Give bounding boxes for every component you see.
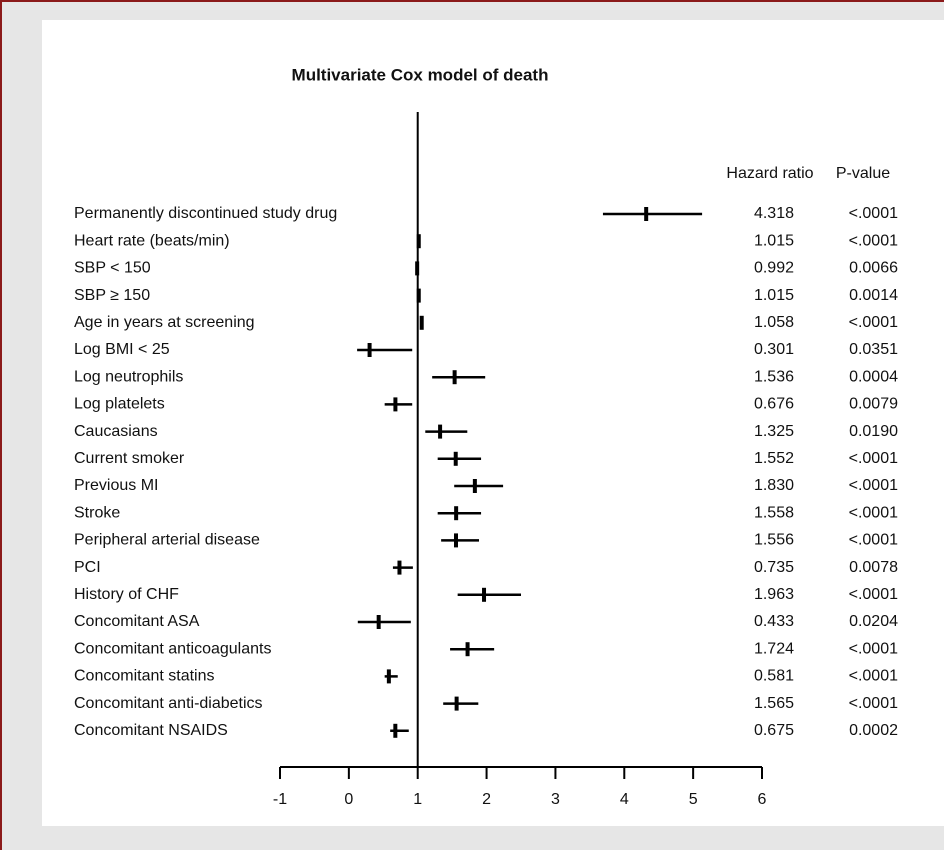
x-tick-label: 3 bbox=[551, 791, 560, 808]
row-label: SBP ≥ 150 bbox=[74, 287, 150, 304]
row-label: Concomitant anti-diabetics bbox=[74, 695, 263, 712]
row-label: Concomitant ASA bbox=[74, 613, 200, 630]
hazard-ratio: 1.556 bbox=[754, 532, 794, 549]
p-value: 0.0004 bbox=[849, 368, 898, 385]
row-label: Permanently discontinued study drug bbox=[74, 205, 337, 222]
p-value: 0.0066 bbox=[849, 260, 898, 277]
chart-title: Multivariate Cox model of death bbox=[292, 65, 549, 84]
hazard-ratio: 0.675 bbox=[754, 722, 794, 739]
hazard-ratio: 1.830 bbox=[754, 477, 794, 494]
hazard-ratio: 1.325 bbox=[754, 423, 794, 440]
p-value: 0.0014 bbox=[849, 287, 898, 304]
row-label: Peripheral arterial disease bbox=[74, 532, 260, 549]
p-value: <.0001 bbox=[849, 450, 898, 467]
p-value: 0.0079 bbox=[849, 396, 898, 413]
p-value: 0.0204 bbox=[849, 613, 898, 630]
hazard-ratio: 1.536 bbox=[754, 368, 794, 385]
hazard-ratio: 1.552 bbox=[754, 450, 794, 467]
hazard-ratio: 0.301 bbox=[754, 341, 794, 358]
row-label: Age in years at screening bbox=[74, 314, 255, 331]
panel bbox=[42, 20, 944, 826]
p-value: 0.0002 bbox=[849, 722, 898, 739]
p-value: 0.0078 bbox=[849, 559, 898, 576]
p-value: <.0001 bbox=[849, 532, 898, 549]
row-label: Heart rate (beats/min) bbox=[74, 232, 230, 249]
p-value: 0.0351 bbox=[849, 341, 898, 358]
p-value: <.0001 bbox=[849, 668, 898, 685]
hazard-ratio: 1.015 bbox=[754, 287, 794, 304]
p-value: <.0001 bbox=[849, 232, 898, 249]
x-tick-label: 2 bbox=[482, 791, 491, 808]
x-tick-label: 6 bbox=[758, 791, 767, 808]
hazard-ratio: 0.433 bbox=[754, 613, 794, 630]
row-label: Previous MI bbox=[74, 477, 158, 494]
x-tick-label: -1 bbox=[273, 791, 287, 808]
column-header: Hazard ratio bbox=[726, 165, 813, 182]
row-label: Concomitant NSAIDS bbox=[74, 722, 228, 739]
row-label: Log neutrophils bbox=[74, 368, 183, 385]
row-label: Stroke bbox=[74, 504, 120, 521]
x-tick-label: 0 bbox=[344, 791, 353, 808]
p-value: 0.0190 bbox=[849, 423, 898, 440]
hazard-ratio: 1.015 bbox=[754, 232, 794, 249]
row-label: Log BMI < 25 bbox=[74, 341, 170, 358]
x-tick-label: 5 bbox=[689, 791, 698, 808]
hazard-ratio: 1.724 bbox=[754, 640, 794, 657]
hazard-ratio: 0.735 bbox=[754, 559, 794, 576]
p-value: <.0001 bbox=[849, 477, 898, 494]
p-value: <.0001 bbox=[849, 504, 898, 521]
row-label: Concomitant statins bbox=[74, 668, 215, 685]
hazard-ratio: 1.558 bbox=[754, 504, 794, 521]
p-value: <.0001 bbox=[849, 586, 898, 603]
hazard-ratio: 1.565 bbox=[754, 695, 794, 712]
p-value: <.0001 bbox=[849, 205, 898, 222]
row-label: Current smoker bbox=[74, 450, 185, 467]
p-value: <.0001 bbox=[849, 640, 898, 657]
x-tick-label: 4 bbox=[620, 791, 629, 808]
hazard-ratio: 0.676 bbox=[754, 396, 794, 413]
row-label: Concomitant anticoagulants bbox=[74, 640, 271, 657]
row-label: History of CHF bbox=[74, 586, 179, 603]
hazard-ratio: 1.963 bbox=[754, 586, 794, 603]
hazard-ratio: 0.581 bbox=[754, 668, 794, 685]
hazard-ratio: 1.058 bbox=[754, 314, 794, 331]
hazard-ratio: 4.318 bbox=[754, 205, 794, 222]
row-label: PCI bbox=[74, 559, 101, 576]
row-label: Caucasians bbox=[74, 423, 158, 440]
p-value: <.0001 bbox=[849, 314, 898, 331]
x-tick-label: 1 bbox=[413, 791, 422, 808]
column-header: P-value bbox=[836, 165, 890, 182]
row-label: SBP < 150 bbox=[74, 260, 151, 277]
hazard-ratio: 0.992 bbox=[754, 260, 794, 277]
row-label: Log platelets bbox=[74, 396, 165, 413]
p-value: <.0001 bbox=[849, 695, 898, 712]
